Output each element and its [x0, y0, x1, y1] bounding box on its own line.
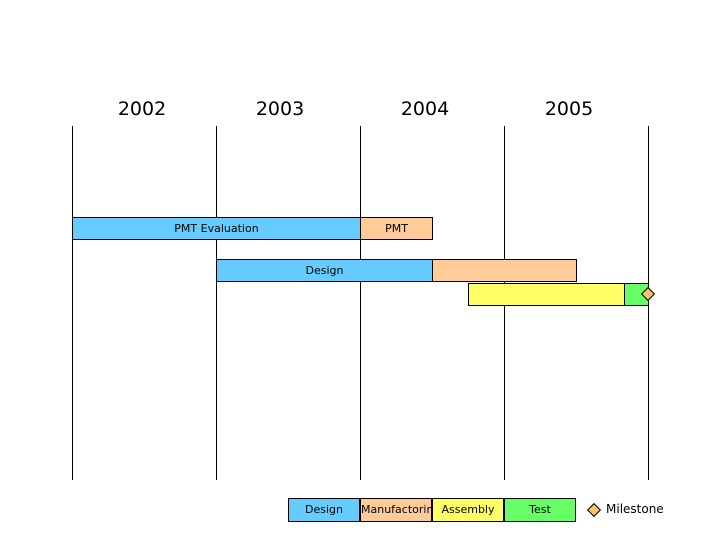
legend-design: Design	[288, 498, 360, 522]
manufactoring-bar	[432, 259, 577, 282]
year-label-2002: 2002	[117, 98, 167, 120]
assembly-bar	[468, 283, 625, 306]
legend-milestone-icon	[586, 502, 602, 518]
year-label-2004: 2004	[400, 98, 450, 120]
pmt-bar: PMT	[360, 217, 433, 240]
legend-test: Test	[504, 498, 576, 522]
legend-manufactoring: Manufactoring	[360, 498, 432, 522]
year-label-2005: 2005	[544, 98, 594, 120]
design-bar: Design	[216, 259, 433, 282]
grid-line	[72, 126, 73, 480]
grid-line	[360, 126, 361, 480]
pmt-evaluation-bar: PMT Evaluation	[72, 217, 361, 240]
legend-milestone-label: Milestone	[606, 502, 664, 516]
grid-line	[216, 126, 217, 480]
legend-assembly: Assembly	[432, 498, 504, 522]
year-label-2003: 2003	[255, 98, 305, 120]
